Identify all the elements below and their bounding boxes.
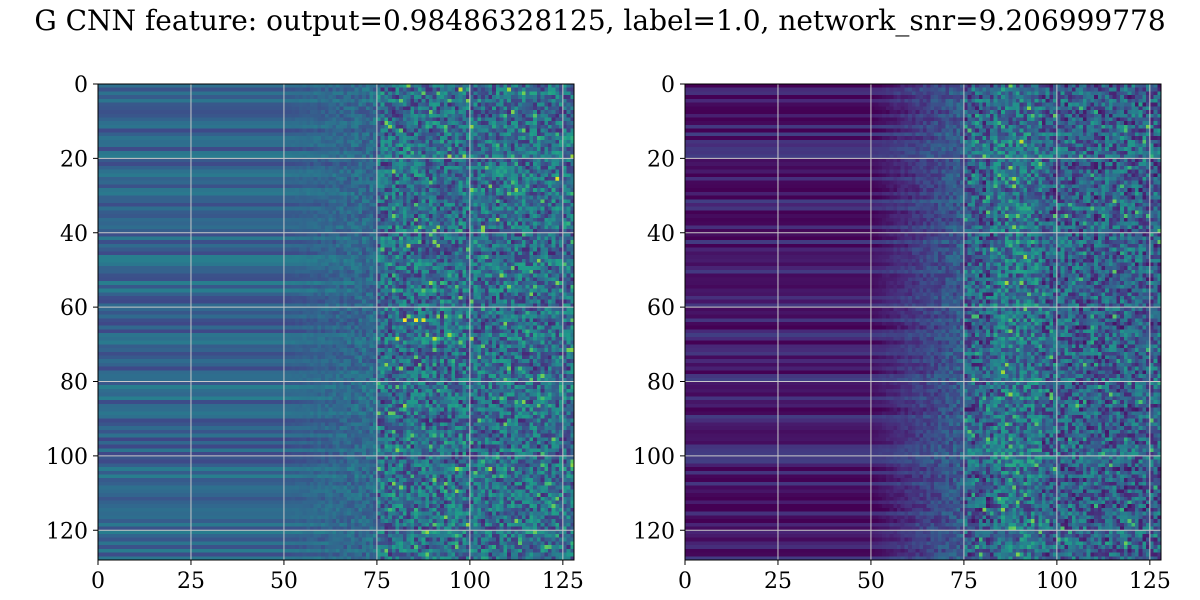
heatmap-hotspot — [421, 318, 426, 322]
heatmap-hotspot — [414, 318, 418, 322]
heatmap-hotspot — [1001, 370, 1005, 375]
heatmap-hotspot — [1012, 225, 1016, 230]
y-tick-label: 0 — [74, 73, 88, 98]
heatmap-hotspot — [395, 448, 400, 453]
x-tick-label: 0 — [91, 569, 105, 594]
heatmap-hotspot — [555, 176, 560, 181]
heatmap-image — [685, 84, 1161, 560]
heatmap-panel-left: 0 25 50 75 100 125 0 20 40 60 80 100 120 — [46, 73, 584, 594]
y-tick-label: 120 — [46, 519, 88, 544]
x-tick-label: 75 — [363, 569, 391, 594]
x-tick-label: 100 — [449, 569, 491, 594]
y-tick-label: 60 — [60, 296, 88, 321]
axes-frame — [97, 83, 575, 561]
x-tick-label: 0 — [678, 569, 692, 594]
heatmap-panel-right: 0 25 50 75 100 125 0 20 40 60 80 100 120 — [633, 73, 1171, 594]
y-tick-label: 0 — [661, 73, 675, 98]
heatmap-hotspot — [1012, 485, 1016, 490]
heatmap-hotspot — [402, 318, 407, 322]
x-tick-label: 50 — [270, 569, 298, 594]
y-tick-label: 20 — [647, 147, 675, 172]
y-tick-label: 40 — [60, 222, 88, 247]
heatmap-hotspot — [1019, 139, 1024, 144]
heatmap-hotspot — [1012, 184, 1016, 189]
x-tick-label: 25 — [177, 569, 205, 594]
heatmap-hotspot — [432, 336, 437, 341]
y-tick-label: 100 — [633, 445, 675, 470]
x-tick-label: 125 — [1129, 569, 1171, 594]
y-tick-label: 80 — [60, 371, 88, 396]
heatmap-image — [98, 84, 574, 560]
heatmap-hotspot — [395, 336, 400, 341]
heatmap-hotspot — [507, 87, 511, 92]
heatmap-hotspot — [1015, 552, 1020, 557]
y-tick-label: 120 — [633, 519, 675, 544]
axes-frame — [684, 83, 1162, 561]
heatmap-hotspot — [458, 87, 463, 92]
heatmap-hotspot — [982, 507, 987, 512]
y-tick-label: 20 — [60, 147, 88, 172]
y-tick-label: 60 — [647, 296, 675, 321]
x-tick-label: 25 — [764, 569, 792, 594]
heatmap-hotspot — [469, 336, 474, 341]
heatmap-hotspot — [1015, 214, 1020, 218]
y-tick-label: 100 — [46, 445, 88, 470]
y-tick-label: 80 — [647, 371, 675, 396]
figure-title: G CNN feature: output=0.98486328125, lab… — [34, 4, 1166, 37]
x-tick-label: 75 — [950, 569, 978, 594]
x-tick-label: 125 — [542, 569, 584, 594]
heatmap-hotspot — [406, 243, 411, 248]
heatmap-hotspot — [455, 467, 459, 471]
x-tick-label: 50 — [857, 569, 885, 594]
heatmap-hotspot — [1004, 281, 1009, 285]
x-tick-label: 100 — [1036, 569, 1078, 594]
y-tick-label: 40 — [647, 222, 675, 247]
heatmap-hotspot — [1012, 176, 1016, 181]
heatmap-hotspot — [488, 467, 493, 471]
